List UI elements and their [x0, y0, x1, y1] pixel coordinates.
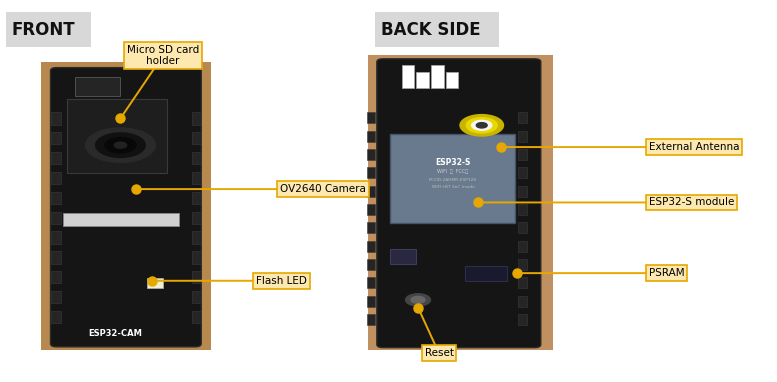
FancyBboxPatch shape — [368, 55, 553, 350]
FancyBboxPatch shape — [377, 59, 541, 348]
FancyBboxPatch shape — [192, 212, 201, 224]
FancyBboxPatch shape — [192, 291, 201, 303]
Circle shape — [472, 120, 492, 130]
FancyBboxPatch shape — [518, 296, 527, 307]
FancyBboxPatch shape — [192, 311, 201, 323]
Circle shape — [476, 123, 487, 128]
Text: WiFi  Ⓑ  FCC⃤: WiFi Ⓑ FCC⃤ — [437, 169, 469, 175]
FancyBboxPatch shape — [367, 222, 375, 233]
Text: BACK SIDE: BACK SIDE — [381, 21, 480, 39]
Text: External Antenna: External Antenna — [649, 142, 739, 152]
FancyBboxPatch shape — [51, 152, 61, 164]
FancyBboxPatch shape — [367, 167, 375, 178]
FancyBboxPatch shape — [518, 131, 527, 142]
Circle shape — [96, 133, 145, 157]
FancyBboxPatch shape — [51, 68, 201, 347]
FancyBboxPatch shape — [75, 77, 120, 96]
FancyBboxPatch shape — [51, 112, 61, 125]
Text: FRONT: FRONT — [12, 21, 75, 39]
FancyBboxPatch shape — [192, 251, 201, 264]
FancyBboxPatch shape — [192, 271, 201, 283]
FancyBboxPatch shape — [518, 259, 527, 270]
Text: ESP32-S module: ESP32-S module — [649, 197, 734, 207]
FancyBboxPatch shape — [51, 212, 61, 224]
FancyBboxPatch shape — [367, 296, 375, 307]
FancyBboxPatch shape — [367, 277, 375, 288]
Text: WIFI+BT SoC Inside: WIFI+BT SoC Inside — [431, 185, 475, 189]
FancyBboxPatch shape — [402, 65, 414, 88]
FancyBboxPatch shape — [416, 72, 429, 88]
FancyBboxPatch shape — [367, 149, 375, 160]
FancyBboxPatch shape — [51, 291, 61, 303]
Circle shape — [114, 142, 127, 148]
FancyBboxPatch shape — [51, 172, 61, 184]
FancyBboxPatch shape — [518, 186, 527, 197]
FancyBboxPatch shape — [192, 172, 201, 184]
FancyBboxPatch shape — [518, 241, 527, 252]
FancyBboxPatch shape — [367, 314, 375, 325]
Circle shape — [411, 296, 425, 303]
FancyBboxPatch shape — [465, 266, 507, 281]
Text: FCCID:2AHMR-ESP32S: FCCID:2AHMR-ESP32S — [429, 178, 477, 182]
Text: PSRAM: PSRAM — [649, 268, 685, 278]
FancyBboxPatch shape — [192, 192, 201, 204]
FancyBboxPatch shape — [192, 112, 201, 125]
Text: Micro SD card
holder: Micro SD card holder — [127, 45, 199, 66]
Circle shape — [105, 138, 136, 153]
FancyBboxPatch shape — [518, 222, 527, 233]
FancyBboxPatch shape — [51, 132, 61, 144]
FancyBboxPatch shape — [390, 249, 416, 264]
FancyBboxPatch shape — [63, 213, 179, 226]
FancyBboxPatch shape — [192, 231, 201, 244]
FancyBboxPatch shape — [518, 277, 527, 288]
FancyBboxPatch shape — [518, 167, 527, 178]
FancyBboxPatch shape — [431, 65, 444, 88]
FancyBboxPatch shape — [446, 72, 458, 88]
FancyBboxPatch shape — [147, 278, 163, 288]
FancyBboxPatch shape — [192, 152, 201, 164]
FancyBboxPatch shape — [518, 112, 527, 123]
Circle shape — [406, 294, 430, 306]
Text: ESP32-CAM: ESP32-CAM — [88, 329, 142, 338]
FancyBboxPatch shape — [51, 251, 61, 264]
FancyBboxPatch shape — [367, 241, 375, 252]
Text: Flash LED: Flash LED — [256, 276, 307, 286]
Text: OV2640 Camera: OV2640 Camera — [280, 184, 366, 194]
FancyBboxPatch shape — [51, 192, 61, 204]
FancyBboxPatch shape — [518, 149, 527, 160]
Text: ESP32-S: ESP32-S — [435, 158, 471, 167]
FancyBboxPatch shape — [518, 204, 527, 215]
FancyBboxPatch shape — [367, 259, 375, 270]
FancyBboxPatch shape — [367, 131, 375, 142]
FancyBboxPatch shape — [367, 186, 375, 197]
FancyBboxPatch shape — [192, 132, 201, 144]
Circle shape — [466, 118, 497, 133]
FancyBboxPatch shape — [41, 62, 211, 350]
Circle shape — [460, 115, 503, 136]
FancyBboxPatch shape — [6, 12, 91, 47]
FancyBboxPatch shape — [51, 271, 61, 283]
FancyBboxPatch shape — [67, 99, 167, 173]
Circle shape — [85, 128, 155, 162]
FancyBboxPatch shape — [367, 112, 375, 123]
Text: Reset: Reset — [424, 348, 454, 358]
FancyBboxPatch shape — [51, 231, 61, 244]
FancyBboxPatch shape — [51, 311, 61, 323]
FancyBboxPatch shape — [375, 12, 499, 47]
FancyBboxPatch shape — [367, 204, 375, 215]
FancyBboxPatch shape — [518, 314, 527, 325]
FancyBboxPatch shape — [390, 134, 515, 223]
